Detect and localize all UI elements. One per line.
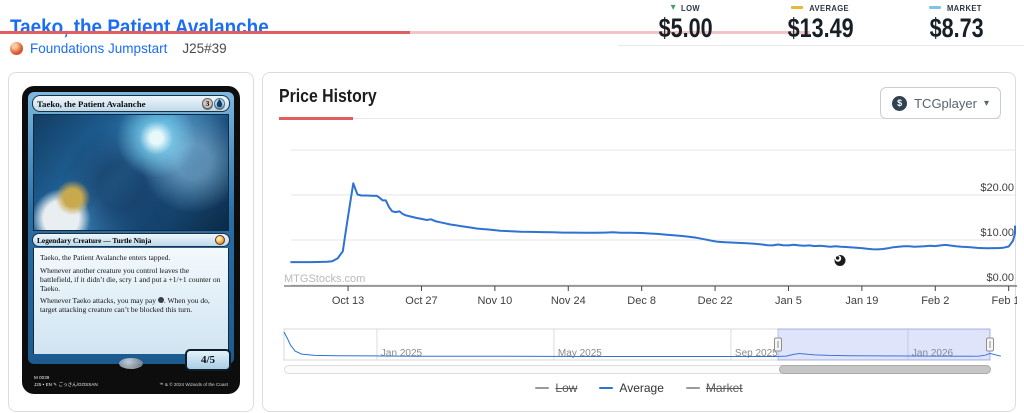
navigator-series	[283, 331, 1002, 357]
dash-icon	[928, 6, 941, 9]
stat-market: MARKET $8.73	[889, 0, 1024, 45]
mana-cost: 3	[202, 98, 225, 109]
generic-mana-icon: 3	[202, 98, 213, 109]
svg-text:Jan 2025: Jan 2025	[381, 348, 423, 359]
set-rarity-icon	[215, 235, 225, 245]
chart-header-divider	[353, 118, 1001, 119]
card-type-bar: Legendary Creature — Turtle Ninja	[32, 233, 230, 247]
dollar-circle-icon: $	[892, 95, 908, 111]
blue-mana-icon	[214, 98, 225, 109]
card-rules-text: Taeko, the Patient Avalanche enters tapp…	[33, 248, 229, 354]
svg-text:$0.00: $0.00	[986, 272, 1014, 284]
price-stats: ▾ LOW $5.00 AVERAGE $13.49 MARKET $8.73	[618, 0, 1024, 46]
card-image-panel: Taeko, the Patient Avalanche 3 Legendary…	[8, 72, 254, 412]
breadcrumb: Foundations Jumpstart J25#39	[10, 41, 227, 56]
svg-text:Sep 2025: Sep 2025	[735, 348, 778, 359]
moon-cursor-icon	[833, 253, 847, 272]
svg-text:Feb 16: Feb 16	[992, 295, 1017, 307]
holofoil-stamp-icon	[119, 358, 143, 369]
card-face: Taeko, the Patient Avalanche 3 Legendary…	[28, 92, 234, 364]
price-chart[interactable]: $0.00 $10.00 $20.00 MTGStocks.com Oct 13 Oct …	[263, 73, 1017, 413]
chart-legend: Low Average Market	[263, 381, 1015, 395]
card-art	[33, 114, 229, 231]
svg-text:Oct 13: Oct 13	[332, 295, 364, 307]
chart-title: Price History	[279, 86, 377, 106]
card-title: Taeko, the Patient Avalanche	[37, 98, 146, 109]
copyright-line: ™ & © 2024 Wizards of the Coast	[158, 382, 228, 387]
card-image: Taeko, the Patient Avalanche 3 Legendary…	[22, 86, 240, 394]
power-toughness: 4/5	[185, 349, 231, 371]
svg-text:May 2025: May 2025	[558, 348, 602, 359]
chart-title-underline	[279, 117, 353, 120]
set-symbol-icon	[10, 42, 23, 55]
navigator-selection[interactable]	[777, 328, 991, 361]
brush-icon: ✎	[53, 382, 58, 388]
dash-icon	[790, 6, 803, 9]
price-history-panel: Price History $ TCGplayer ▾ $0.00 $10.00 $…	[262, 72, 1017, 413]
vendor-dropdown-button[interactable]: $ TCGplayer ▾	[880, 87, 1001, 119]
collector-number: J25#39	[182, 41, 227, 56]
legend-item-market[interactable]: Market	[685, 381, 743, 395]
card-type-line: Legendary Creature — Turtle Ninja	[37, 235, 152, 245]
legend-dash-icon	[535, 387, 550, 389]
svg-text:MTGStocks.com: MTGStocks.com	[284, 273, 365, 285]
stat-average-value: $13.49	[787, 13, 855, 43]
page-title: Taeko, the Patient Avalanche	[10, 16, 269, 40]
series-average	[290, 182, 1016, 264]
energy-symbol-icon	[157, 297, 164, 303]
legend-dash-icon	[685, 387, 700, 389]
stat-average: AVERAGE $13.49	[753, 0, 888, 45]
stat-low-value: $5.00	[658, 13, 713, 43]
svg-text:Feb 2: Feb 2	[921, 295, 949, 307]
svg-text:Oct 27: Oct 27	[405, 295, 437, 307]
title-underline	[0, 31, 810, 34]
collector-info: M 0039 J25 • EN ✎ ごっさん/GOSSAN	[34, 375, 98, 388]
chart-scrollbar-track[interactable]	[284, 365, 991, 374]
svg-text:Jan 2026: Jan 2026	[912, 348, 954, 359]
chart-scrollbar-thumb[interactable]	[779, 365, 991, 374]
svg-text:Dec 22: Dec 22	[698, 295, 733, 307]
svg-text:Nov 10: Nov 10	[477, 295, 512, 307]
svg-text:$20.00: $20.00	[980, 182, 1014, 194]
card-title-bar: Taeko, the Patient Avalanche 3	[32, 95, 230, 112]
svg-text:Dec 8: Dec 8	[627, 295, 656, 307]
legend-item-low[interactable]: Low	[535, 381, 577, 395]
svg-text:Jan 19: Jan 19	[845, 295, 878, 307]
svg-text:Nov 24: Nov 24	[551, 295, 586, 307]
svg-text:$10.00: $10.00	[980, 227, 1014, 239]
stat-low: ▾ LOW $5.00	[618, 0, 753, 45]
caret-down-icon: ▾	[670, 1, 676, 13]
stat-market-value: $8.73	[929, 13, 984, 43]
legend-dash-icon	[599, 387, 614, 389]
svg-text:Jan 5: Jan 5	[775, 295, 802, 307]
legend-item-average[interactable]: Average	[599, 381, 664, 395]
chevron-down-icon: ▾	[983, 97, 989, 109]
set-link[interactable]: Foundations Jumpstart	[30, 41, 168, 56]
